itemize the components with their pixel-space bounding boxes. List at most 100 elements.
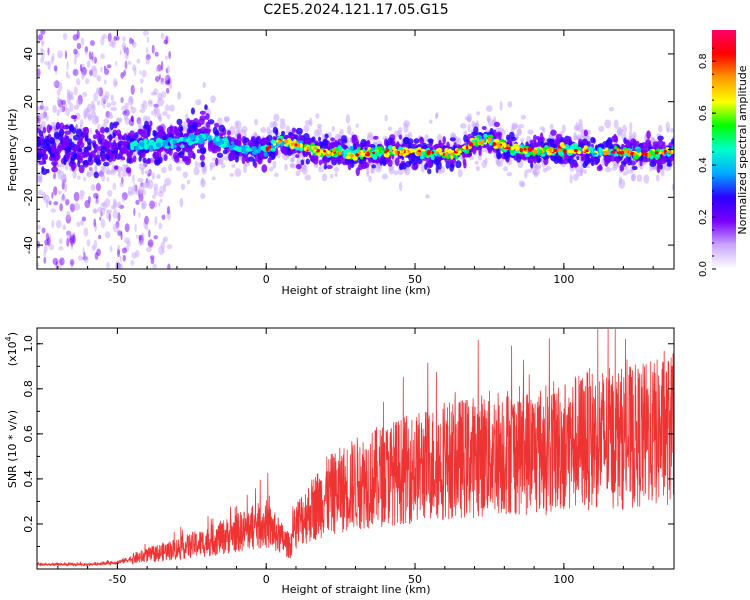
heatmap-cell xyxy=(90,65,97,71)
heatmap-cell xyxy=(439,152,444,155)
heatmap-cell xyxy=(367,132,374,139)
heatmap-cell xyxy=(555,133,563,139)
heatmap-cell xyxy=(578,118,583,127)
heatmap-cell xyxy=(632,131,637,138)
heatmap-cell xyxy=(291,127,297,133)
heatmap-cell xyxy=(66,237,70,247)
heatmap-cell xyxy=(654,153,660,158)
heatmap-cell xyxy=(162,237,166,244)
heatmap-cell xyxy=(381,173,388,180)
heatmap-cell xyxy=(252,145,257,152)
heatmap-cell xyxy=(52,81,58,86)
heatmap-cell xyxy=(275,128,279,136)
heatmap-cell xyxy=(86,170,90,177)
heatmap-cell xyxy=(205,113,210,120)
heatmap-cell xyxy=(270,150,276,159)
heatmap-cell xyxy=(58,190,62,195)
heatmap-cell xyxy=(59,203,63,212)
heatmap-cell xyxy=(541,150,544,154)
heatmap-cell xyxy=(153,186,156,197)
heatmap-cell xyxy=(520,114,527,120)
heatmap-cell xyxy=(333,166,340,173)
heatmap-cell xyxy=(196,149,201,154)
heatmap-cell xyxy=(76,30,80,40)
heatmap-x-tick-label: 0 xyxy=(263,273,270,286)
heatmap-cell xyxy=(118,169,122,179)
heatmap-cell xyxy=(473,126,479,134)
heatmap-cell xyxy=(145,57,150,65)
heatmap-cell xyxy=(106,261,110,269)
heatmap-cell xyxy=(295,170,301,177)
heatmap-cell xyxy=(76,98,82,107)
heatmap-cell xyxy=(164,139,170,143)
heatmap-cell xyxy=(497,127,504,133)
heatmap-cell xyxy=(269,166,274,172)
heatmap-cell xyxy=(483,133,488,138)
heatmap-cell xyxy=(666,162,672,167)
heatmap-cell xyxy=(609,144,614,150)
heatmap-cell xyxy=(129,37,133,45)
heatmap-cell xyxy=(53,131,60,140)
heatmap-cell xyxy=(330,137,336,142)
heatmap-cell xyxy=(122,171,127,177)
heatmap-cell xyxy=(59,138,64,145)
heatmap-cell xyxy=(573,135,579,141)
heatmap-cell xyxy=(472,122,479,128)
heatmap-cell xyxy=(154,216,158,226)
heatmap-cell xyxy=(257,138,262,143)
heatmap-cell xyxy=(419,137,425,145)
heatmap-y-axis-label: Frequency (Hz) xyxy=(6,109,19,192)
heatmap-cell xyxy=(53,65,58,72)
heatmap-cell xyxy=(418,152,422,156)
heatmap-cell xyxy=(71,127,77,135)
heatmap-cell xyxy=(475,165,480,172)
heatmap-cell xyxy=(495,138,500,143)
heatmap-cell xyxy=(107,190,113,197)
heatmap-cell xyxy=(398,127,403,133)
heatmap-cell xyxy=(657,135,664,141)
heatmap-cell xyxy=(152,132,157,137)
heatmap-y-tick-label: 0 xyxy=(22,146,35,153)
heatmap-cell xyxy=(523,147,527,151)
heatmap-cell xyxy=(476,111,481,116)
heatmap-cell xyxy=(245,147,252,152)
heatmap-cell xyxy=(158,245,164,256)
heatmap-cell xyxy=(199,110,206,115)
heatmap-cell xyxy=(49,153,56,158)
heatmap-cell xyxy=(119,181,124,188)
heatmap-cell xyxy=(73,104,80,110)
heatmap-cell xyxy=(38,123,44,129)
heatmap-cell xyxy=(486,143,491,150)
heatmap-cell xyxy=(83,255,89,264)
heatmap-cell xyxy=(98,234,102,240)
heatmap-cell xyxy=(51,166,59,173)
heatmap-cell xyxy=(228,153,235,162)
heatmap-cell xyxy=(572,173,579,181)
heatmap-cell xyxy=(576,155,580,161)
heatmap-ticks: -50 0 50 100 -40 -20 0 20 40 xyxy=(22,29,674,286)
heatmap-cell xyxy=(234,139,241,147)
heatmap-cell xyxy=(345,155,351,160)
heatmap-cell xyxy=(527,129,534,135)
heatmap-cell xyxy=(49,137,56,145)
heatmap-cell xyxy=(506,172,513,177)
heatmap-cell xyxy=(188,127,193,134)
heatmap-cell xyxy=(572,162,579,168)
heatmap-cell xyxy=(40,30,46,35)
heatmap-cell xyxy=(149,120,153,127)
heatmap-cell xyxy=(199,115,207,121)
heatmap-cell xyxy=(503,166,508,172)
heatmap-cell xyxy=(176,166,182,171)
heatmap-cell xyxy=(83,146,89,153)
heatmap-cell xyxy=(53,172,56,180)
heatmap-cell xyxy=(142,30,149,36)
heatmap-cell xyxy=(88,51,92,60)
heatmap-cell xyxy=(273,113,280,122)
heatmap-cell xyxy=(202,147,207,154)
heatmap-cell xyxy=(510,146,515,151)
heatmap-cell xyxy=(614,145,618,150)
heatmap-cell xyxy=(100,53,105,60)
heatmap-cell xyxy=(604,147,609,151)
heatmap-cell xyxy=(37,34,44,41)
heatmap-cell xyxy=(608,106,615,112)
